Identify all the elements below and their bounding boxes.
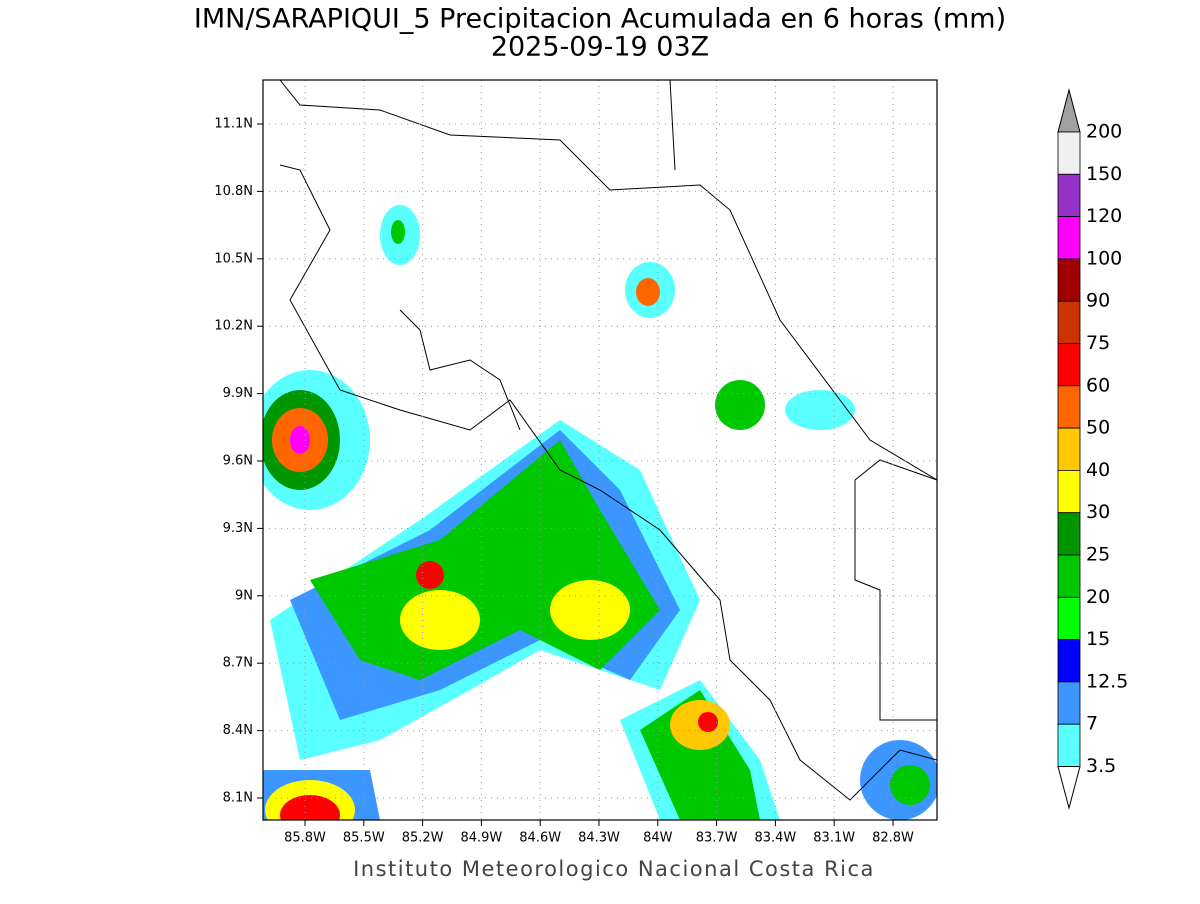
lon-tick-label: 85.5W (343, 831, 385, 846)
colorbar-label: 25 (1086, 544, 1110, 566)
lat-tick-label: 8.7N (223, 656, 253, 671)
colorbar-label: 120 (1086, 205, 1122, 227)
lat-tick-label: 8.1N (223, 791, 253, 806)
colorbar-label: 12.5 (1086, 670, 1128, 692)
colorbar-label: 40 (1086, 459, 1110, 481)
lat-tick-label: 10.2N (214, 319, 253, 334)
colorbar-label: 60 (1086, 374, 1110, 396)
subtitle: 2025-09-19 03Z (491, 32, 709, 63)
lon-tick-label: 82.8W (872, 831, 914, 846)
title: IMN/SARAPIQUI_5 Precipitacion Acumulada … (194, 4, 1006, 35)
colorbar-box (1057, 469, 1081, 514)
colorbar-box (1057, 258, 1081, 302)
colorbar-box (1057, 681, 1081, 725)
lon-tick-label: 84.3W (578, 831, 620, 846)
lat-tick-label: 9.6N (223, 454, 253, 469)
colorbar-box (1057, 723, 1081, 767)
lon-tick-label: 84.6W (519, 831, 561, 846)
colorbar-box (1057, 300, 1081, 344)
colorbar-box (1057, 131, 1081, 175)
colorbar-box (1057, 427, 1081, 471)
footer: Instituto Meteorologico Nacional Costa R… (353, 857, 875, 881)
colorbar-arrow (1057, 88, 1081, 133)
colorbar-label: 90 (1086, 290, 1110, 312)
colorbar-label: 15 (1086, 628, 1110, 650)
colorbar-box (1057, 385, 1081, 429)
colorbar-box (1057, 554, 1081, 598)
colorbar-box (1057, 343, 1081, 387)
lat-tick-label: 10.8N (214, 184, 253, 199)
coastline (279, 80, 937, 801)
colorbar-box (1057, 596, 1081, 640)
lon-tick-label: 83.4W (754, 831, 796, 846)
lat-tick-label: 8.4N (223, 723, 253, 738)
colorbar-box (1057, 173, 1081, 218)
colorbar-box (1057, 512, 1081, 556)
lon-tick-label: 83.1W (813, 831, 855, 846)
lon-tick-label: 84W (643, 831, 673, 846)
lon-tick-label: 85.2W (402, 831, 444, 846)
lat-tick-label: 9.9N (223, 386, 253, 401)
lon-tick-label: 83.7W (696, 831, 738, 846)
lat-tick-label: 9N (235, 588, 253, 603)
lon-tick-label: 85.8W (284, 831, 326, 846)
colorbar-label: 50 (1086, 417, 1110, 439)
colorbar-label: 20 (1086, 586, 1110, 608)
colorbar-label: 75 (1086, 332, 1110, 354)
colorbar-label: 150 (1086, 163, 1122, 185)
colorbar-label: 100 (1086, 247, 1122, 269)
colorbar-label: 3.5 (1086, 755, 1116, 777)
lat-tick-label: 9.3N (223, 521, 253, 536)
lat-tick-label: 11.1N (214, 117, 253, 132)
precip-field (263, 205, 937, 820)
lon-tick-label: 84.9W (460, 831, 502, 846)
colorbar-label: 200 (1086, 121, 1122, 143)
grid (257, 80, 937, 826)
colorbar-box (1057, 216, 1081, 260)
colorbar-label: 30 (1086, 501, 1110, 523)
lat-tick-label: 10.5N (214, 251, 253, 266)
colorbar-box (1057, 639, 1081, 683)
colorbar-label: 7 (1086, 713, 1098, 735)
map-frame (262, 79, 938, 821)
colorbar-arrow (1057, 766, 1081, 810)
